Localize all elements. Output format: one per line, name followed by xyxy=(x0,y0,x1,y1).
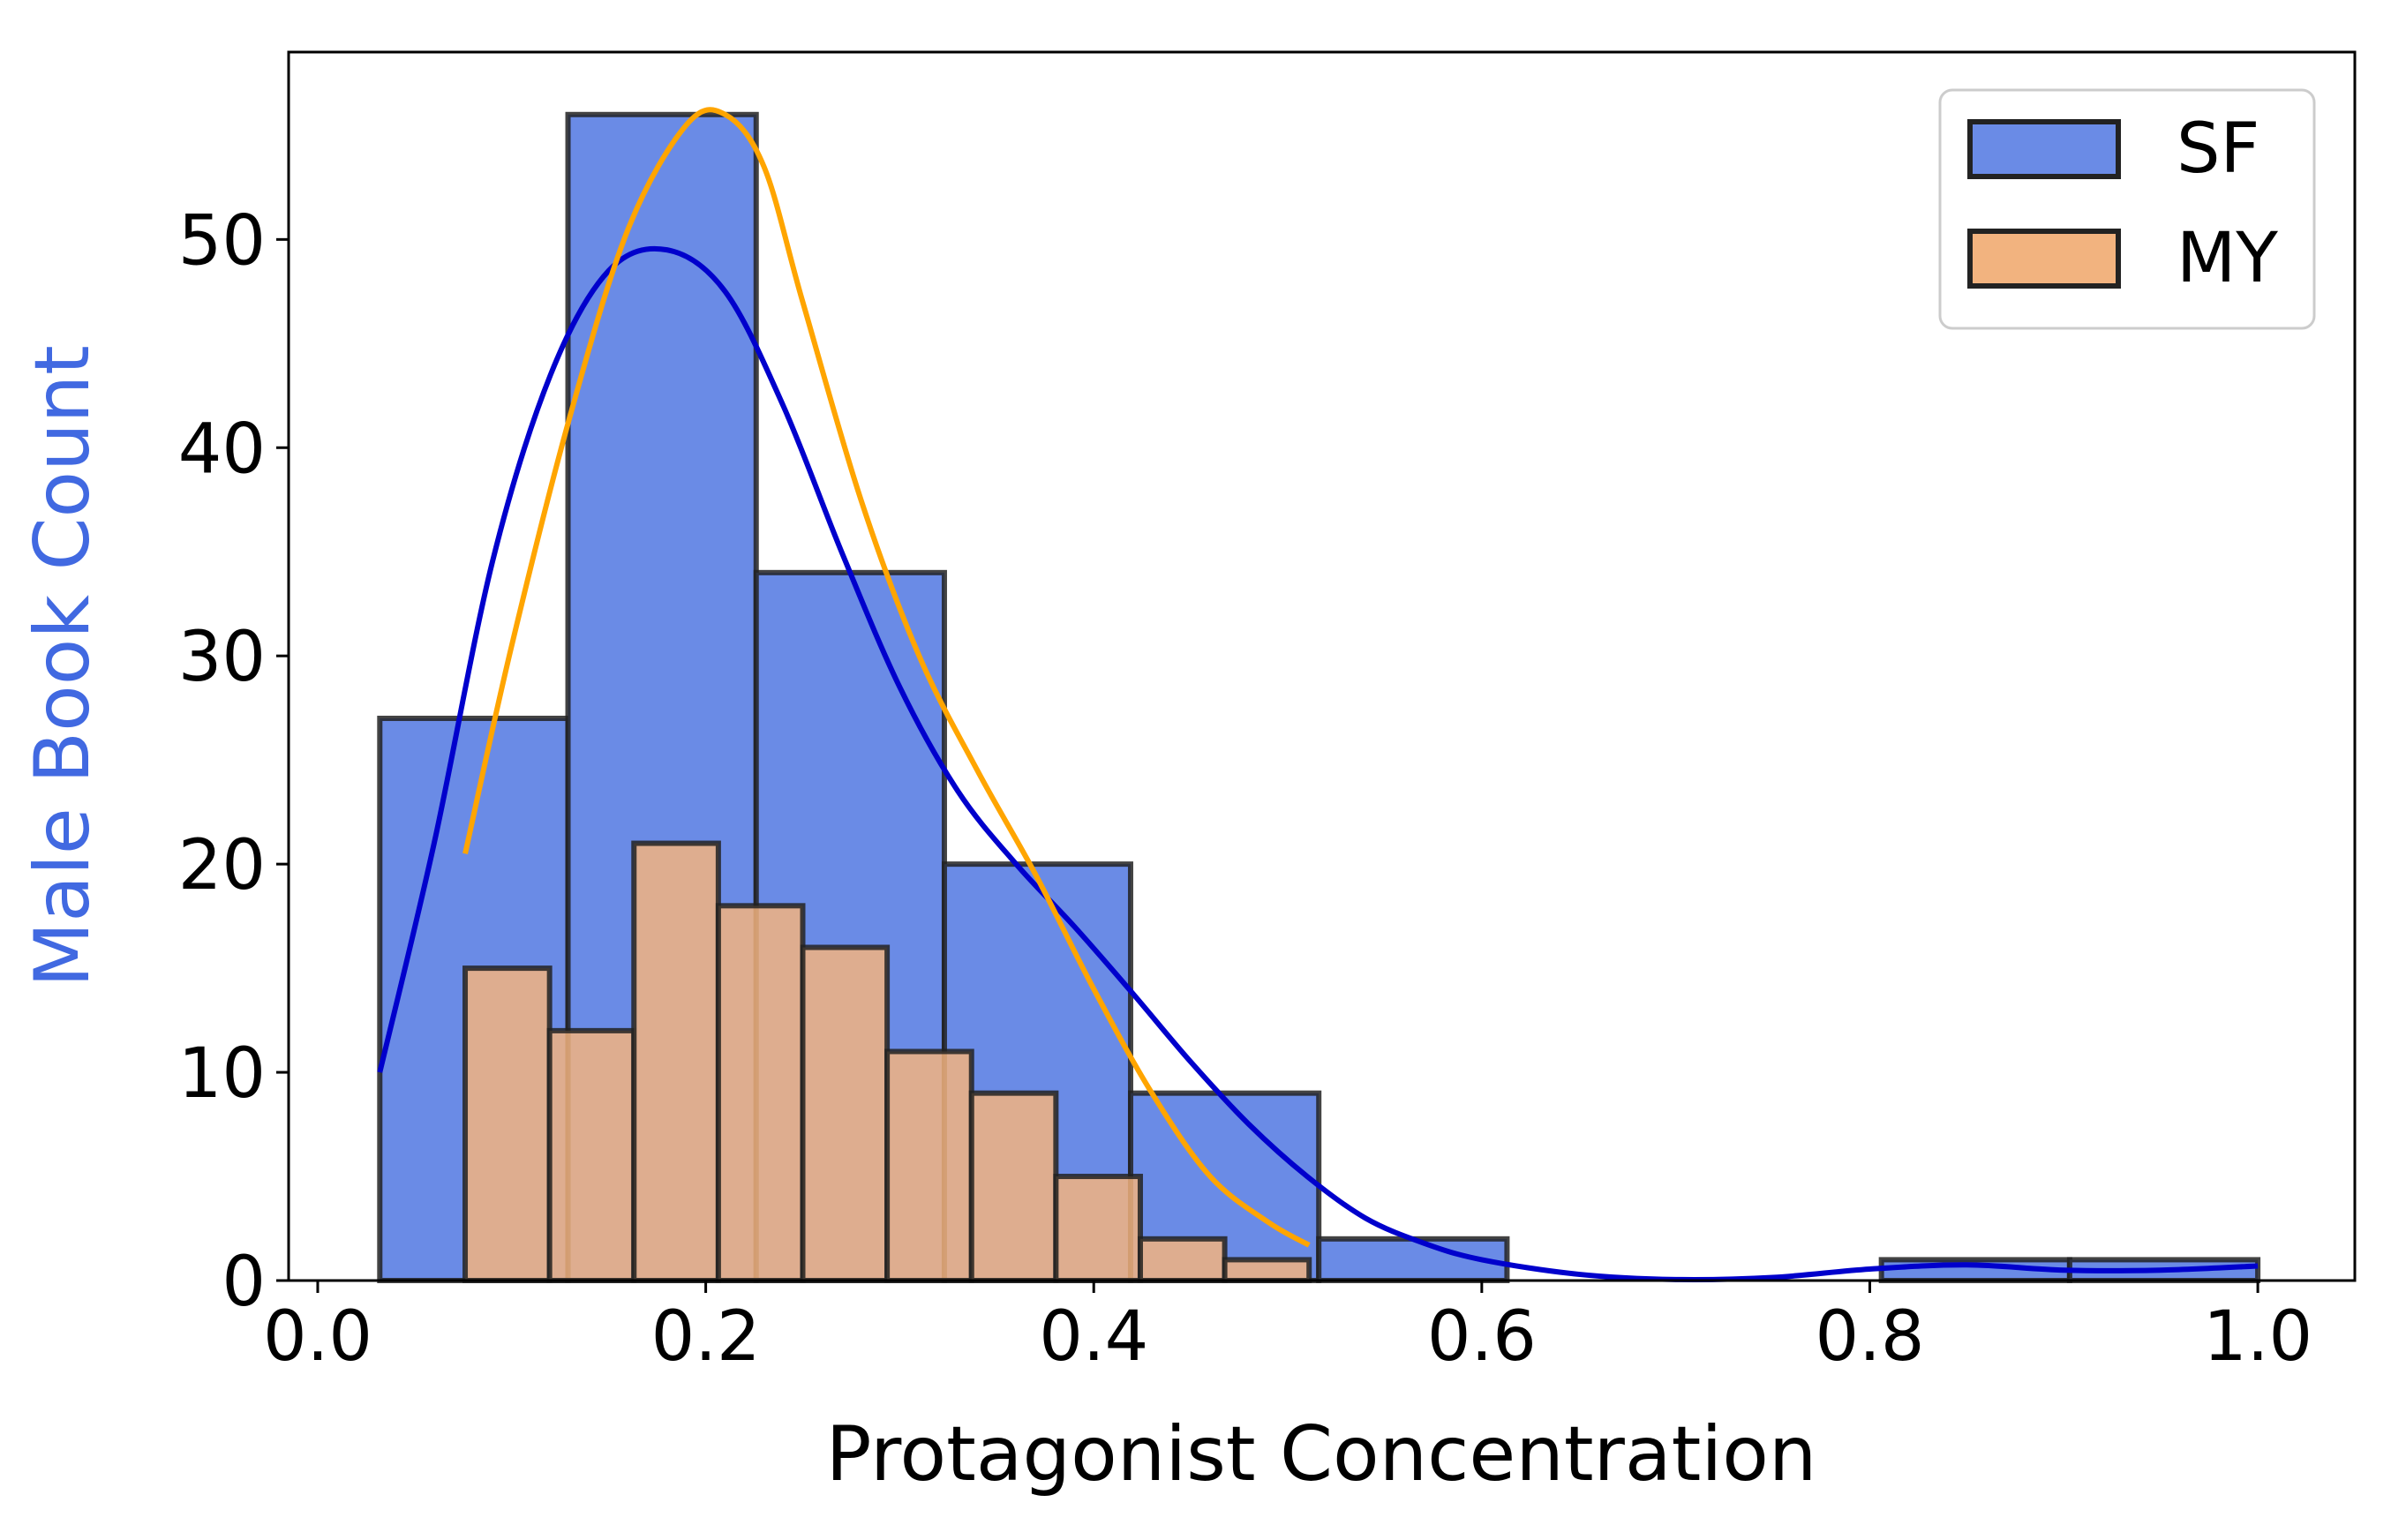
my-bar xyxy=(631,840,721,1283)
y-tick-label: 0 xyxy=(222,1243,266,1322)
legend-swatch-my xyxy=(1967,229,2121,289)
my-bar xyxy=(462,965,553,1283)
legend-label-sf: SF xyxy=(2177,109,2259,189)
my-kde-line xyxy=(462,107,1311,1248)
y-tick-label: 50 xyxy=(178,201,266,281)
legend: SF MY xyxy=(1938,88,2316,330)
y-tick-label: 20 xyxy=(178,826,266,905)
x-tick-label: 0.4 xyxy=(1039,1297,1148,1377)
y-tick-label: 40 xyxy=(178,409,266,489)
legend-swatch-sf xyxy=(1967,119,2121,179)
my-bar xyxy=(968,1090,1059,1283)
kde-lines xyxy=(377,107,2259,1282)
y-tick-label: 30 xyxy=(178,618,266,697)
my-bar xyxy=(1222,1257,1312,1283)
plot-frame xyxy=(287,50,2357,1282)
legend-label-my: MY xyxy=(2177,219,2278,298)
x-tick-label: 0.2 xyxy=(651,1297,761,1377)
my-bars xyxy=(462,840,1312,1284)
x-axis: 0.0 0.2 0.4 0.6 0.8 1.0 xyxy=(263,1281,2312,1377)
my-bar xyxy=(1053,1174,1143,1284)
my-bar xyxy=(800,944,891,1283)
my-bar xyxy=(715,903,806,1283)
y-axis: 0 10 20 30 40 50 xyxy=(178,201,289,1322)
y-axis-title: Male Book Count xyxy=(19,345,107,988)
x-tick-label: 0.8 xyxy=(1815,1297,1924,1377)
my-bar xyxy=(1137,1236,1228,1284)
sf-kde-line xyxy=(377,245,2259,1282)
my-bar xyxy=(546,1027,637,1283)
x-axis-title: Protagonist Concentration xyxy=(826,1410,1817,1499)
my-bar xyxy=(884,1048,974,1284)
y-tick-label: 10 xyxy=(178,1034,266,1114)
x-tick-label: 0.0 xyxy=(263,1297,372,1377)
x-tick-label: 1.0 xyxy=(2203,1297,2312,1377)
x-tick-label: 0.6 xyxy=(1427,1297,1537,1377)
